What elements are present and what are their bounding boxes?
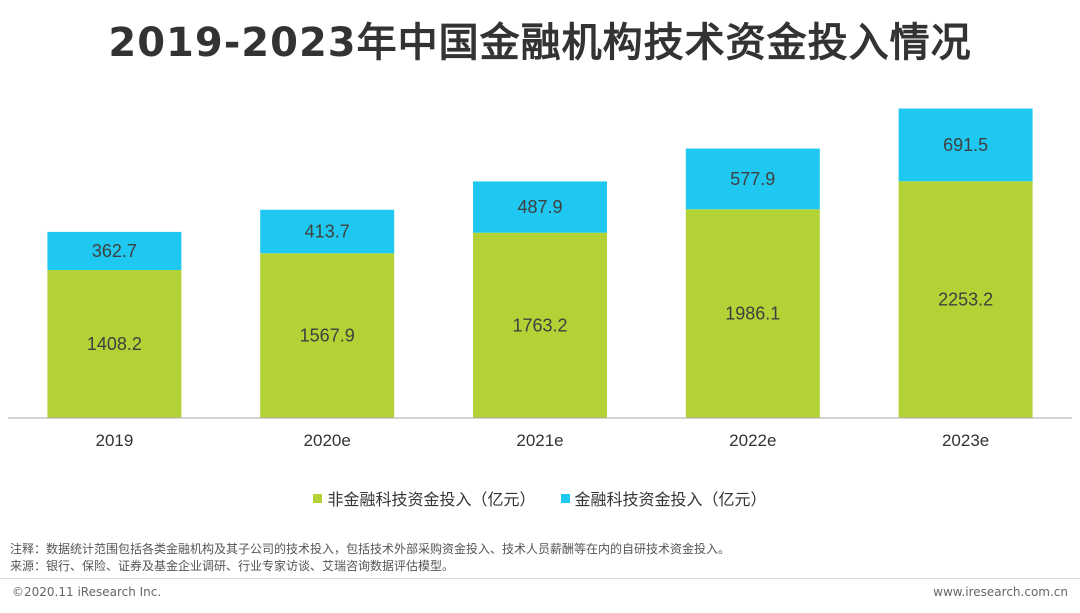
legend-item-non-fintech: 非金融科技资金投入（亿元）: [313, 486, 535, 510]
x-tick-label-2021e: 2021e: [516, 431, 563, 450]
legend-swatch-non-fintech: [313, 493, 323, 503]
note-text: 注释：数据统计范围包括各类金融机构及其子公司的技术投入，包括技术外部采购资金投入…: [10, 542, 731, 556]
label-non-fintech-2022e: 1986.1: [725, 304, 780, 324]
source-text: 来源：银行、保险、证券及基金企业调研、行业专家访谈、艾瑞咨询数据评估模型。: [10, 559, 455, 573]
label-fintech-2020e: 413.7: [305, 222, 350, 242]
label-fintech-2022e: 577.9: [730, 169, 775, 189]
bar-non-fintech-2020e: [260, 253, 395, 418]
x-tick-label-2020e: 2020e: [304, 431, 351, 450]
notes: 注释：数据统计范围包括各类金融机构及其子公司的技术投入，包括技术外部采购资金投入…: [10, 541, 730, 575]
label-fintech-2023e: 691.5: [943, 135, 988, 155]
x-tick-label-2022e: 2022e: [729, 431, 776, 450]
bar-fintech-2023e: [898, 108, 1033, 182]
bar-fintech-2022e: [685, 148, 820, 210]
bar-fintech-2021e: [473, 181, 607, 233]
legend-label-fintech: 金融科技资金投入（亿元）: [574, 490, 767, 509]
bar-non-fintech-2021e: [473, 232, 607, 418]
legend: 非金融科技资金投入（亿元） 金融科技资金投入（亿元）: [0, 486, 1080, 510]
legend-swatch-fintech: [560, 493, 570, 503]
label-non-fintech-2021e: 1763.2: [512, 315, 567, 335]
bar-fintech-2019: [47, 231, 182, 271]
legend-label-non-fintech: 非金融科技资金投入（亿元）: [327, 490, 536, 509]
label-non-fintech-2020e: 1567.9: [300, 326, 355, 346]
website-url: www.iresearch.com.cn: [933, 585, 1068, 599]
x-tick-label-2019: 2019: [95, 431, 133, 450]
label-non-fintech-2019: 1408.2: [87, 334, 142, 354]
label-non-fintech-2023e: 2253.2: [938, 290, 993, 310]
legend-item-fintech: 金融科技资金投入（亿元）: [560, 486, 767, 510]
bar-non-fintech-2023e: [898, 181, 1033, 418]
bar-non-fintech-2022e: [685, 209, 820, 418]
bar-fintech-2020e: [260, 209, 395, 254]
chart-title: 2019-2023年中国金融机构技术资金投入情况: [108, 20, 972, 66]
footer-divider: [0, 578, 1080, 579]
bar-non-fintech-2019: [47, 270, 182, 418]
x-tick-label-2023e: 2023e: [942, 431, 989, 450]
copyright: ©2020.11 iResearch Inc.: [12, 585, 162, 599]
stacked-bar-chart: 1408.2 362.7 2019 1567.9 413.7 2020e 1763.2 487…: [8, 108, 1072, 450]
label-fintech-2021e: 487.9: [517, 197, 562, 217]
label-fintech-2019: 362.7: [92, 241, 137, 261]
